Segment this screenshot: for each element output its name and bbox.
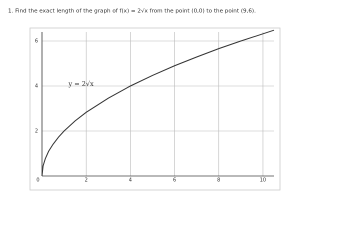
- y-tick-label: 6: [35, 39, 38, 45]
- x-tick-label: 4: [129, 178, 132, 184]
- y-tick-label: 2: [35, 129, 38, 135]
- chart-title: 1. Find the exact length of the graph of…: [8, 8, 256, 15]
- x-tick-label: 6: [173, 178, 176, 184]
- x-tick-label: 10: [260, 178, 266, 184]
- curve-label: y = 2√x: [68, 80, 95, 88]
- plot-frame: [29, 27, 281, 191]
- x-tick-label: 0: [36, 178, 39, 184]
- x-tick-label: 8: [217, 178, 220, 184]
- curve: [41, 29, 275, 177]
- chart: 1. Find the exact length of the graph of…: [8, 8, 281, 191]
- y-tick-label: 4: [35, 84, 38, 90]
- x-tick-label: 2: [85, 178, 88, 184]
